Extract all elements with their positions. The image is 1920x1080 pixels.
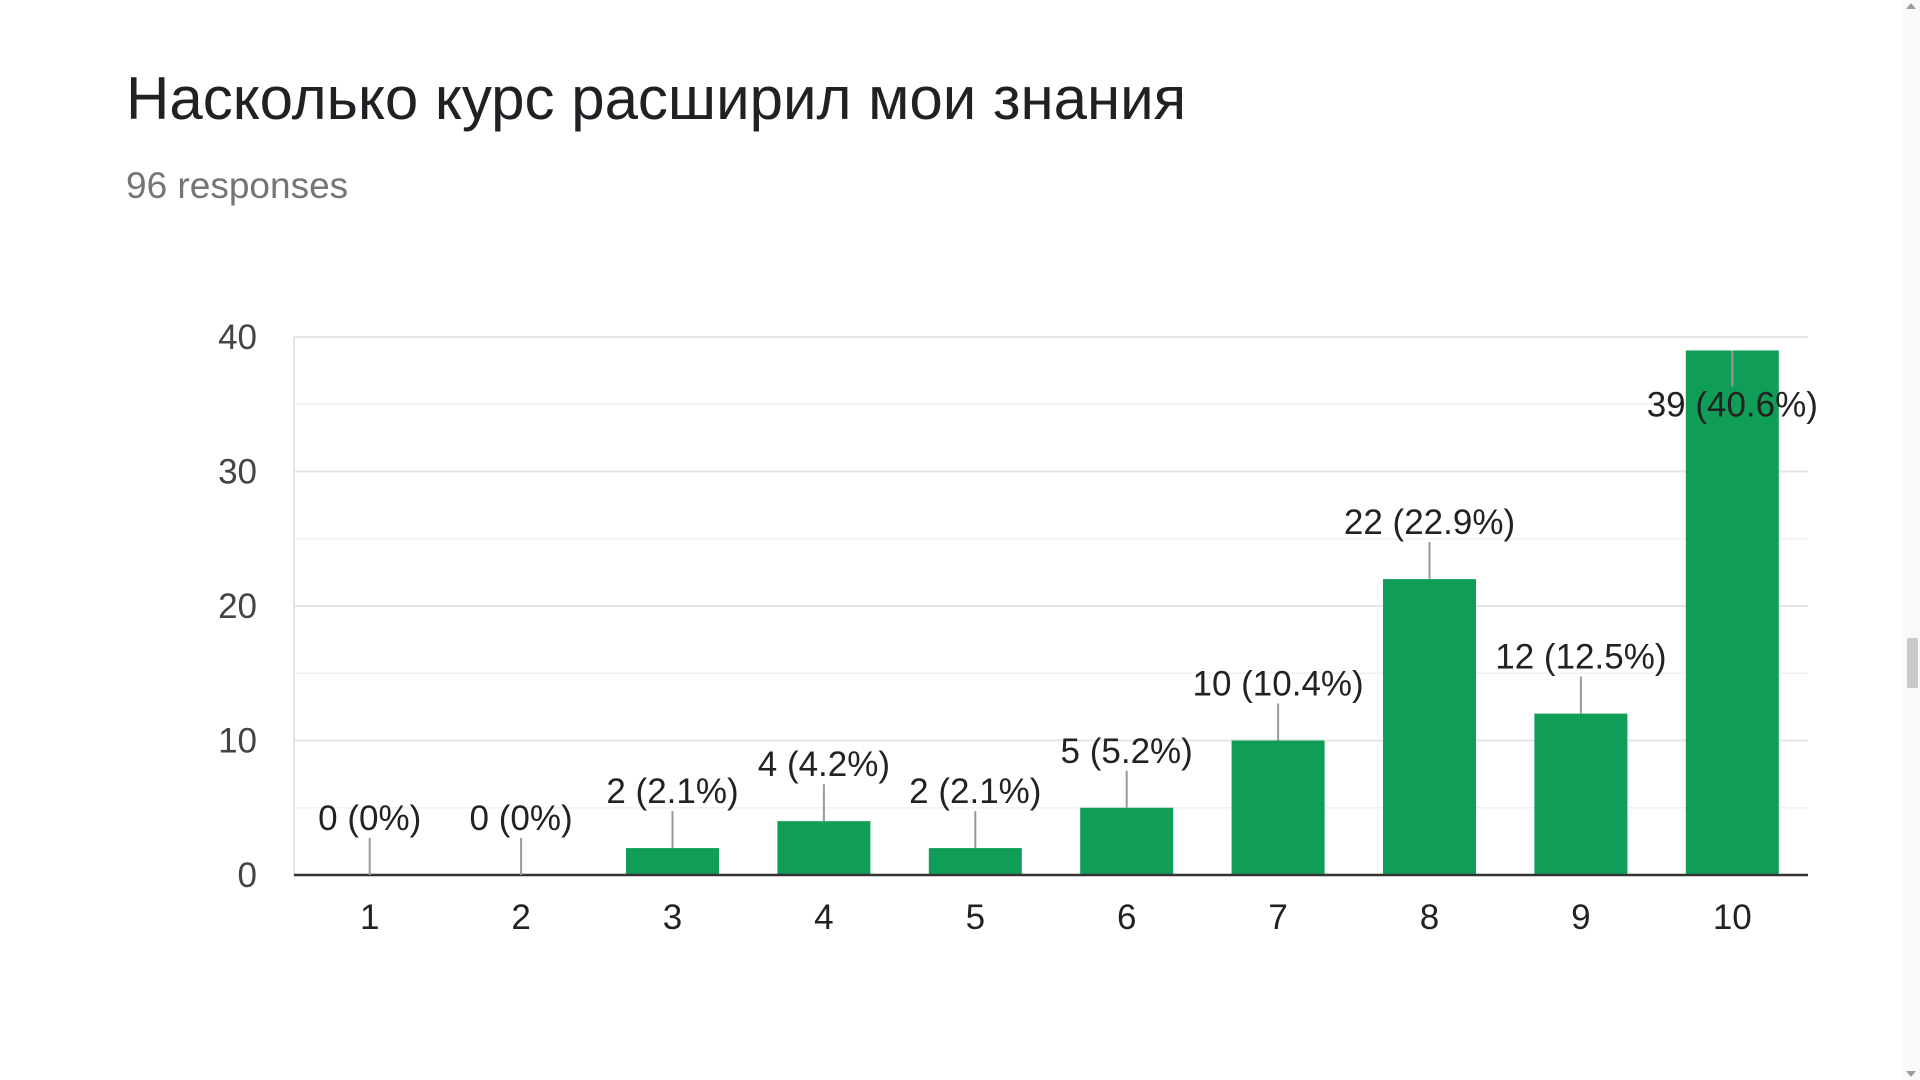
x-tick-label: 3	[663, 898, 682, 937]
data-label: 4 (4.2%)	[758, 745, 890, 784]
x-tick-label: 2	[511, 898, 530, 937]
y-tick-label: 0	[238, 856, 257, 895]
data-label: 10 (10.4%)	[1192, 665, 1363, 704]
bar-9	[1534, 713, 1628, 875]
x-axis-ticks: 1 2 3 4 5 6 7 8 9 10	[360, 898, 1752, 937]
x-tick-label: 8	[1420, 898, 1439, 937]
bar-6	[1080, 807, 1174, 875]
y-tick-label: 30	[218, 453, 257, 492]
scrollbar-thumb[interactable]	[1907, 638, 1918, 688]
data-label: 22 (22.9%)	[1344, 503, 1515, 542]
chart-title: Насколько курс расширил мои знания	[126, 65, 1187, 132]
bars	[626, 350, 1779, 875]
data-label: 2 (2.1%)	[606, 772, 738, 811]
x-tick-label: 10	[1713, 898, 1752, 937]
bar-5	[928, 848, 1022, 875]
bar-4	[777, 821, 871, 875]
y-tick-label: 40	[218, 318, 257, 357]
x-tick-label: 1	[360, 898, 379, 937]
x-tick-label: 9	[1571, 898, 1590, 937]
y-tick-label: 10	[218, 722, 257, 761]
data-label: 12 (12.5%)	[1495, 638, 1666, 677]
data-label: 2 (2.1%)	[909, 772, 1041, 811]
y-axis-ticks: 0 10 20 30 40	[218, 318, 257, 895]
x-tick-label: 4	[814, 898, 833, 937]
response-count: 96 responses	[126, 165, 349, 206]
y-tick-label: 20	[218, 587, 257, 626]
data-label: 5 (5.2%)	[1061, 732, 1193, 771]
bar-10	[1685, 350, 1779, 875]
x-tick-label: 5	[966, 898, 985, 937]
data-label: 0 (0%)	[470, 799, 573, 838]
x-tick-label: 6	[1117, 898, 1136, 937]
data-label: 0 (0%)	[318, 799, 421, 838]
bar-7	[1231, 740, 1325, 875]
grid-lines	[293, 336, 1808, 875]
vertical-scrollbar[interactable]	[1902, 0, 1920, 1080]
scroll-down-arrow-icon[interactable]	[1906, 1071, 1916, 1077]
x-tick-label: 7	[1268, 898, 1287, 937]
bar-8	[1383, 579, 1476, 875]
bar-3	[626, 848, 719, 875]
data-labels: 0 (0%) 0 (0%) 2 (2.1%) 4 (4.2%) 2 (2.1%) 5 (5…	[318, 350, 1818, 875]
data-label: 39 (40.6%)	[1647, 385, 1818, 424]
scroll-up-arrow-icon[interactable]	[1906, 3, 1916, 9]
